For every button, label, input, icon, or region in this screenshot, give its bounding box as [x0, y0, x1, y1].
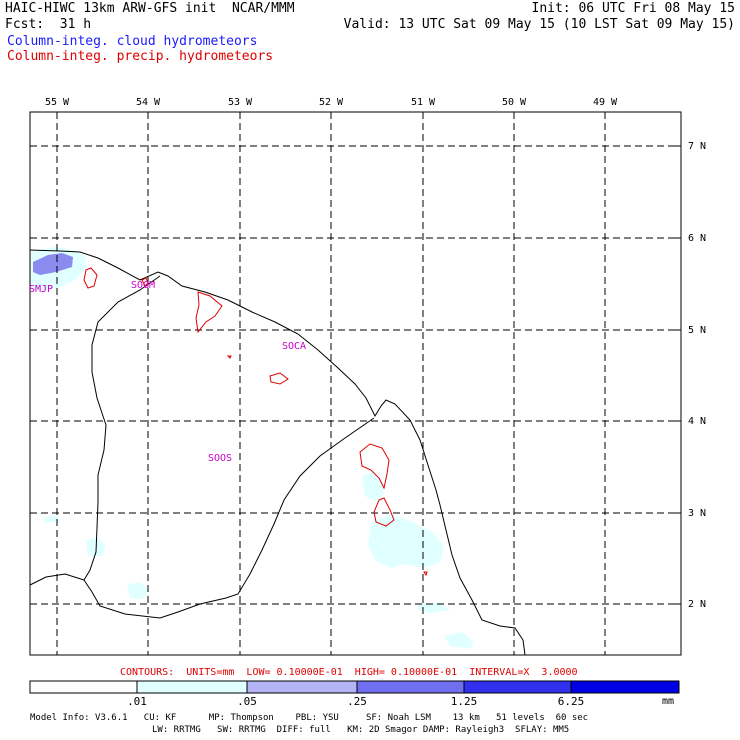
lat-label-7n: 7 N — [688, 141, 707, 152]
colorbar-label-3: 1.25 — [450, 695, 478, 708]
precip-contour-1 — [83, 267, 98, 289]
cloud-core-northwest — [33, 253, 73, 275]
lat-label-2n: 2 N — [688, 599, 707, 610]
cloud-area-south-3 — [127, 582, 148, 599]
station-smjp: SMJP — [29, 284, 54, 295]
colorbar-bin-1 — [136, 680, 248, 694]
valid-time: Valid: 13 UTC Sat 09 May 15 (10 LST Sat … — [343, 17, 735, 32]
coastline — [29, 249, 526, 656]
colorbar-label-2: .25 — [347, 695, 367, 708]
colorbar-bin-3 — [356, 680, 465, 694]
colorbar-bin-0 — [29, 680, 138, 694]
station-sogm: SOGM — [131, 280, 156, 291]
colorbar-bin-4 — [463, 680, 572, 694]
lon-label-51w: 51 W — [411, 97, 436, 108]
precip-contour-5 — [373, 497, 395, 527]
colorbar-bin-5 — [570, 680, 680, 694]
plot-frame — [29, 111, 682, 656]
station-soca: SOCA — [282, 341, 307, 352]
lon-label-50w: 50 W — [502, 97, 527, 108]
lon-label-52w: 52 W — [319, 97, 344, 108]
border-west — [83, 275, 161, 581]
colorbar-label-1: .05 — [237, 695, 257, 708]
lat-label-4n: 4 N — [688, 416, 707, 427]
init-time: Init: 06 UTC Fri 08 May 15 — [531, 1, 736, 16]
lat-label-3n: 3 N — [688, 508, 707, 519]
lon-label-53w: 53 W — [228, 97, 253, 108]
footer-physics-info: LW: RRTMG SW: RRTMG DIFF: full KM: 2D Sm… — [152, 725, 570, 735]
colorbar-unit: mm — [662, 696, 675, 707]
precip-contour-3 — [269, 372, 289, 385]
border-south — [83, 417, 375, 619]
precip-contour-2 — [195, 291, 223, 334]
border-southwest — [29, 573, 85, 586]
precip-contour-8 — [423, 571, 428, 577]
cloud-area-south-4 — [42, 516, 60, 523]
lon-label-54w: 54 W — [136, 97, 161, 108]
footer-model-info: Model Info: V3.6.1 CU: KF MP: Thompson P… — [30, 713, 589, 723]
precip-contour-4 — [359, 443, 390, 490]
legend-precip-hydrometeors: Column-integ. precip. hydrometeors — [7, 49, 274, 64]
precip-contours — [83, 267, 428, 577]
colorbar-label-0: .01 — [127, 695, 147, 708]
graticule — [30, 112, 681, 655]
model-title: HAIC-HIWC 13km ARW-GFS init NCAR/MMM — [5, 1, 295, 16]
forecast-hour: Fcst: 31 h — [5, 17, 92, 32]
coastline-borders — [29, 249, 526, 656]
legend-cloud-hydrometeors: Column-integ. cloud hydrometeors — [7, 34, 258, 49]
station-soos: SOOS — [208, 453, 233, 464]
cloud-area-coast — [362, 472, 384, 502]
cloud-shading — [30, 247, 474, 649]
lon-label-49w: 49 W — [593, 97, 618, 108]
tick-marks — [56, 112, 681, 605]
lon-label-55w: 55 W — [45, 97, 70, 108]
contour-info: CONTOURS: UNITS=mm LOW= 0.10000E-01 HIGH… — [120, 667, 578, 678]
cloud-area-south-6 — [444, 632, 474, 649]
colorbar-label-4: 6.25 — [557, 695, 585, 708]
precip-contour-6 — [141, 277, 149, 287]
lat-label-5n: 5 N — [688, 325, 707, 336]
cloud-area-south-1 — [368, 514, 444, 568]
cloud-area-south-5 — [418, 603, 450, 613]
precip-contour-7 — [226, 355, 232, 359]
lat-label-6n: 6 N — [688, 233, 707, 244]
colorbar-bin-2 — [246, 680, 358, 694]
colorbar — [29, 680, 680, 694]
